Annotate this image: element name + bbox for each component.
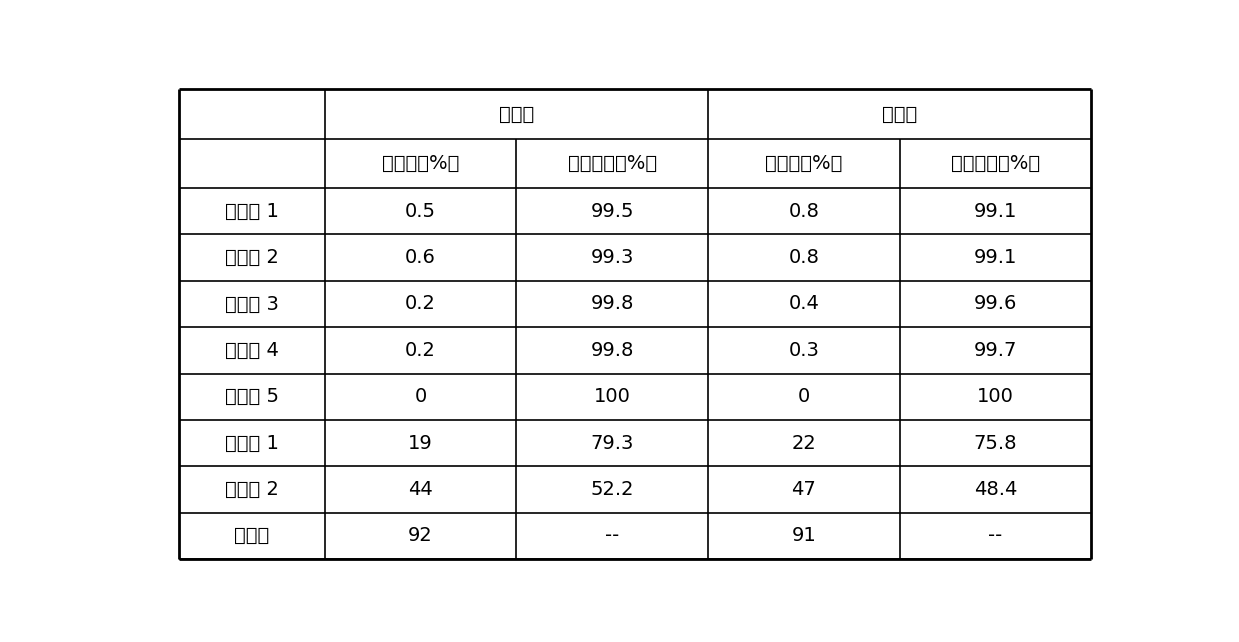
Text: 采收期: 采收期 — [499, 105, 534, 123]
Text: 实施例 3: 实施例 3 — [225, 295, 279, 313]
Text: 0.2: 0.2 — [405, 295, 436, 313]
Text: 47: 47 — [792, 480, 817, 499]
Text: 病果率（%）: 病果率（%） — [382, 154, 460, 173]
Text: 100: 100 — [976, 387, 1014, 406]
Text: 0.6: 0.6 — [405, 248, 436, 267]
Text: 0.3: 0.3 — [788, 341, 819, 360]
Text: 22: 22 — [792, 433, 817, 453]
Text: 实施例 2: 实施例 2 — [225, 248, 279, 267]
Text: 100: 100 — [593, 387, 631, 406]
Text: 75.8: 75.8 — [974, 433, 1017, 453]
Text: 99.1: 99.1 — [974, 202, 1017, 221]
Text: 0.2: 0.2 — [405, 341, 436, 360]
Text: 48.4: 48.4 — [974, 480, 1017, 499]
Text: 44: 44 — [408, 480, 432, 499]
Text: 0.8: 0.8 — [788, 248, 819, 267]
Text: 贮藏期: 贮藏期 — [882, 105, 917, 123]
Text: 99.6: 99.6 — [974, 295, 1017, 313]
Text: 对照组: 对照组 — [234, 526, 270, 545]
Text: 99.1: 99.1 — [974, 248, 1017, 267]
Text: --: -- — [989, 526, 1002, 545]
Text: 99.8: 99.8 — [591, 295, 634, 313]
Text: 对比例 2: 对比例 2 — [225, 480, 279, 499]
Text: 99.7: 99.7 — [974, 341, 1017, 360]
Text: 0: 0 — [415, 387, 426, 406]
Text: 91: 91 — [792, 526, 817, 545]
Text: 实施例 5: 实施例 5 — [224, 387, 279, 406]
Text: 92: 92 — [408, 526, 432, 545]
Text: 0.5: 0.5 — [405, 202, 436, 221]
Text: 79.3: 79.3 — [591, 433, 634, 453]
Text: 99.5: 99.5 — [591, 202, 634, 221]
Text: 0: 0 — [798, 387, 810, 406]
Text: 病果率（%）: 病果率（%） — [764, 154, 843, 173]
Text: 99.8: 99.8 — [591, 341, 634, 360]
Text: 对比例 1: 对比例 1 — [225, 433, 279, 453]
Text: --: -- — [605, 526, 620, 545]
Text: 实施例 1: 实施例 1 — [225, 202, 279, 221]
Text: 防治效果（%）: 防治效果（%） — [567, 154, 657, 173]
Text: 99.3: 99.3 — [591, 248, 634, 267]
Text: 52.2: 52.2 — [591, 480, 634, 499]
Text: 19: 19 — [408, 433, 432, 453]
Text: 防治效果（%）: 防治效果（%） — [950, 154, 1040, 173]
Text: 0.8: 0.8 — [788, 202, 819, 221]
Text: 0.4: 0.4 — [788, 295, 819, 313]
Text: 实施例 4: 实施例 4 — [225, 341, 279, 360]
